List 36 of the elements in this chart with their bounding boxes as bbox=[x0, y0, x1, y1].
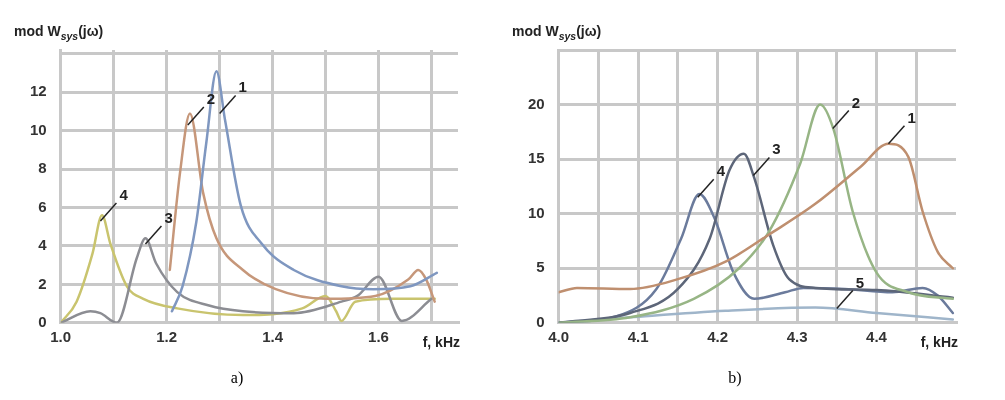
annotation: 2 bbox=[851, 93, 861, 111]
annotation: 3 bbox=[772, 140, 781, 158]
y-tick-label: 10 bbox=[528, 203, 545, 221]
x-axis-title: f, kHz bbox=[422, 333, 460, 350]
x-tick-label: 4.2 bbox=[707, 327, 729, 345]
x-tick-label: 1.2 bbox=[156, 327, 178, 345]
x-tick-label: 4.0 bbox=[548, 327, 570, 345]
annotation: 1 bbox=[907, 108, 916, 126]
line-series bbox=[60, 213, 436, 323]
x-tick-label: 4.3 bbox=[786, 327, 808, 345]
y-tick-label: 2 bbox=[38, 274, 47, 292]
y-tick-label: 0 bbox=[536, 312, 545, 330]
y-tick-label: 6 bbox=[38, 197, 47, 215]
x-tick-label: 1.6 bbox=[368, 327, 389, 345]
annotation: 4 bbox=[119, 185, 129, 203]
annotation: 4 bbox=[716, 162, 726, 180]
y-tick-label: 10 bbox=[30, 120, 47, 138]
line-series bbox=[558, 142, 955, 294]
annotation: 1 bbox=[238, 78, 247, 96]
text: b) bbox=[728, 368, 742, 387]
y-tick-label: 4 bbox=[38, 236, 48, 254]
x-axis-title: f, kHz bbox=[920, 333, 958, 350]
y-tick-label: 5 bbox=[536, 258, 545, 276]
y-tick-label: 0 bbox=[38, 312, 47, 330]
text: a) bbox=[230, 368, 244, 387]
annotation: 5 bbox=[855, 273, 865, 291]
x-tick-label: 1.4 bbox=[262, 327, 284, 345]
y-tick-label: 15 bbox=[528, 149, 545, 167]
x-tick-label: 4.4 bbox=[866, 327, 888, 345]
annotation: 3 bbox=[164, 209, 173, 227]
x-tick-label: 4.1 bbox=[627, 327, 649, 345]
y-tick-label: 8 bbox=[38, 159, 47, 177]
y-tick-label: 20 bbox=[528, 94, 545, 112]
x-tick-label: 1.0 bbox=[50, 327, 72, 345]
y-tick-label: 12 bbox=[30, 82, 47, 100]
line-series bbox=[60, 237, 433, 323]
